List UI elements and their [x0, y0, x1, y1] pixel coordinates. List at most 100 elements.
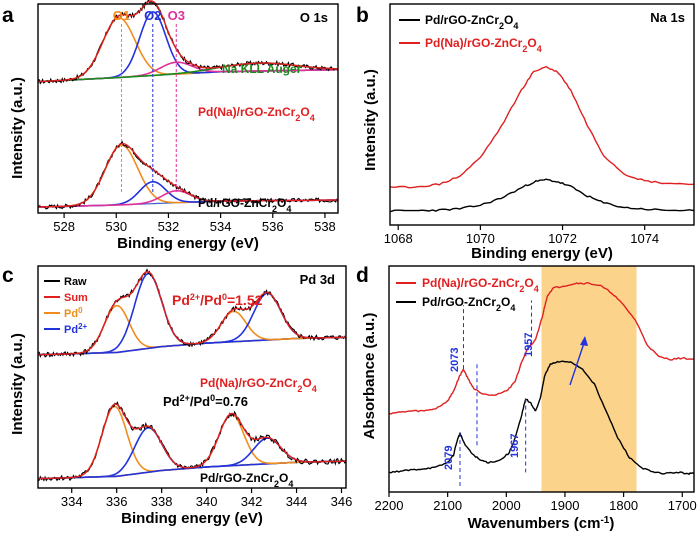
panel-c: c Intensity (a.u.) 334 336 338 340 342 344 346…: [2, 264, 352, 527]
x-tick-label: 1700: [668, 498, 697, 513]
legend-label-d-pd: Pd/rGO-ZnCr2O4: [422, 295, 515, 313]
x-tick-label: 2100: [433, 498, 462, 513]
component-line: [38, 310, 346, 356]
panel-d-ylabel: Absorbance (a.u.): [361, 313, 378, 440]
sum-line: [38, 270, 346, 356]
panel-c-ylabel: Intensity (a.u.): [9, 333, 26, 435]
panel-a-peak-markers: O1 O2 O3: [113, 8, 185, 192]
x-tick-label: 534: [210, 219, 232, 234]
legend-label-pd2: Pd2+: [64, 322, 88, 337]
panel-d-legend: Pd(Na)/rGO-ZnCr2O4 Pd/rGO-ZnCr2O4: [396, 276, 539, 313]
component-line: [37, 427, 347, 480]
x-tick-label: 1068: [384, 231, 413, 246]
x-tick-label: 1072: [548, 231, 577, 246]
panel-d-highlight-band: [541, 266, 637, 492]
panel-a-x-axis: 528 530 532 534 536 538: [53, 213, 336, 234]
shift-arrow-line: [569, 339, 586, 386]
legend-label-pd0: Pd0: [64, 306, 83, 321]
x-tick-label: 1070: [466, 231, 495, 246]
series-line: [389, 178, 695, 213]
panel-d: d Absorbance (a.u.) 2200 2100 2000 1900 1800…: [356, 264, 697, 532]
series-line: [389, 65, 695, 189]
panel-a-label-pdna: Pd(Na)/rGO-ZnCr2O4: [198, 105, 315, 123]
ratio-label-pdna: Pd2+/Pd0=1.52: [172, 292, 263, 308]
panel-c-xlabel: Binding energy (eV): [121, 510, 263, 527]
panel-a: a Intensity (a.u.) 528 530 532 534 536 538 Bi…: [2, 0, 339, 252]
panel-a-frame: [37, 3, 339, 214]
panel-c-label-pd: Pd/rGO-ZnCr2O4: [200, 471, 293, 489]
peak-marker-label: O2: [144, 8, 161, 23]
panel-b-frame: [389, 3, 695, 226]
peak-annotation-label: 2079: [443, 446, 455, 470]
panel-b-xlabel: Binding energy (eV): [471, 245, 613, 262]
x-tick-label: 344: [286, 494, 308, 509]
ratio-label-pd: Pd2+/Pd0=0.76: [163, 393, 248, 409]
series-line: [388, 282, 695, 415]
x-tick-label: 528: [53, 219, 75, 234]
panel-a-ylabel: Intensity (a.u.): [9, 77, 26, 179]
panel-b: b Intensity (a.u.) 1068 1070 1072 1074 Bind…: [356, 3, 695, 262]
panel-b-title: Na 1s: [650, 10, 685, 25]
panel-c-plot-area: [37, 268, 347, 482]
x-tick-label: 2000: [492, 498, 521, 513]
sum-line: [37, 403, 347, 480]
x-tick-label: 340: [196, 494, 218, 509]
panel-a-label-pd: Pd/rGO-ZnCr2O4: [198, 196, 291, 214]
panel-label-d: d: [356, 264, 369, 287]
panel-c-label-pdna: Pd(Na)/rGO-ZnCr2O4: [200, 376, 317, 394]
shift-arrow-icon: [580, 336, 588, 346]
panel-b-x-axis: 1068 1070 1072 1074: [384, 225, 659, 246]
legend-label-raw: Raw: [64, 276, 87, 288]
panel-a-title: O 1s: [300, 10, 328, 25]
panel-b-ylabel: Intensity (a.u.): [362, 69, 379, 171]
sum-line: [38, 0, 339, 83]
x-tick-label: 336: [106, 494, 128, 509]
panel-b-legend: Pd/rGO-ZnCr2O4 Pd(Na)/rGO-ZnCr2O4: [399, 13, 542, 54]
legend-label-d-pdna: Pd(Na)/rGO-ZnCr2O4: [422, 276, 539, 294]
panel-a-plot-area: [37, 0, 339, 210]
panel-d-plot-area: [388, 282, 695, 476]
panel-d-xlabel: Wavenumbers (cm-1): [468, 515, 615, 533]
legend-label-pdna: Pd(Na)/rGO-ZnCr2O4: [425, 36, 542, 54]
peak-annotation-label: 1957: [523, 333, 535, 357]
legend-label-pd: Pd/rGO-ZnCr2O4: [425, 13, 518, 31]
panel-label-c: c: [2, 264, 14, 287]
sum-line: [38, 143, 338, 208]
x-tick-label: 342: [241, 494, 263, 509]
x-tick-label: 536: [262, 219, 284, 234]
raw-line: [37, 401, 347, 482]
x-tick-label: 338: [151, 494, 173, 509]
x-tick-label: 334: [61, 494, 83, 509]
legend-label-sum: Sum: [64, 292, 88, 304]
x-tick-label: 346: [331, 494, 353, 509]
panel-d-x-axis: 2200 2100 2000 1900 1800 1700: [375, 492, 697, 513]
peak-marker-label: O1: [113, 8, 130, 23]
panel-d-peak-annotations: 2073 1957 2079 1967: [443, 300, 535, 488]
x-tick-label: 1074: [630, 231, 659, 246]
na-kll-auger-label: Na KLL Auger: [222, 62, 302, 76]
panel-c-legend: Raw Sum Pd0 Pd2+: [44, 276, 88, 336]
panel-d-frame: [388, 265, 695, 493]
panel-c-title: Pd 3d: [300, 272, 335, 287]
peak-marker-label: O3: [168, 8, 185, 23]
x-tick-label: 1800: [609, 498, 638, 513]
x-tick-label: 532: [158, 219, 180, 234]
panel-label-a: a: [2, 4, 14, 27]
panel-b-plot-area: [389, 65, 695, 213]
panel-label-b: b: [356, 4, 369, 27]
peak-annotation-label: 2073: [449, 348, 461, 372]
x-tick-label: 2200: [375, 498, 404, 513]
peak-annotation-label: 1967: [509, 434, 521, 458]
panel-c-x-axis: 334 336 338 340 342 344 346: [61, 488, 352, 509]
highlight-band: [541, 266, 637, 492]
panel-c-frame: [37, 265, 347, 489]
component-line: [37, 413, 347, 480]
x-tick-label: 538: [314, 219, 336, 234]
series-line: [388, 360, 695, 476]
panel-a-xlabel: Binding energy (eV): [117, 235, 259, 252]
raw-line: [37, 140, 339, 210]
x-tick-label: 1900: [551, 498, 580, 513]
background-line: [37, 460, 347, 480]
component-line: [38, 144, 338, 208]
